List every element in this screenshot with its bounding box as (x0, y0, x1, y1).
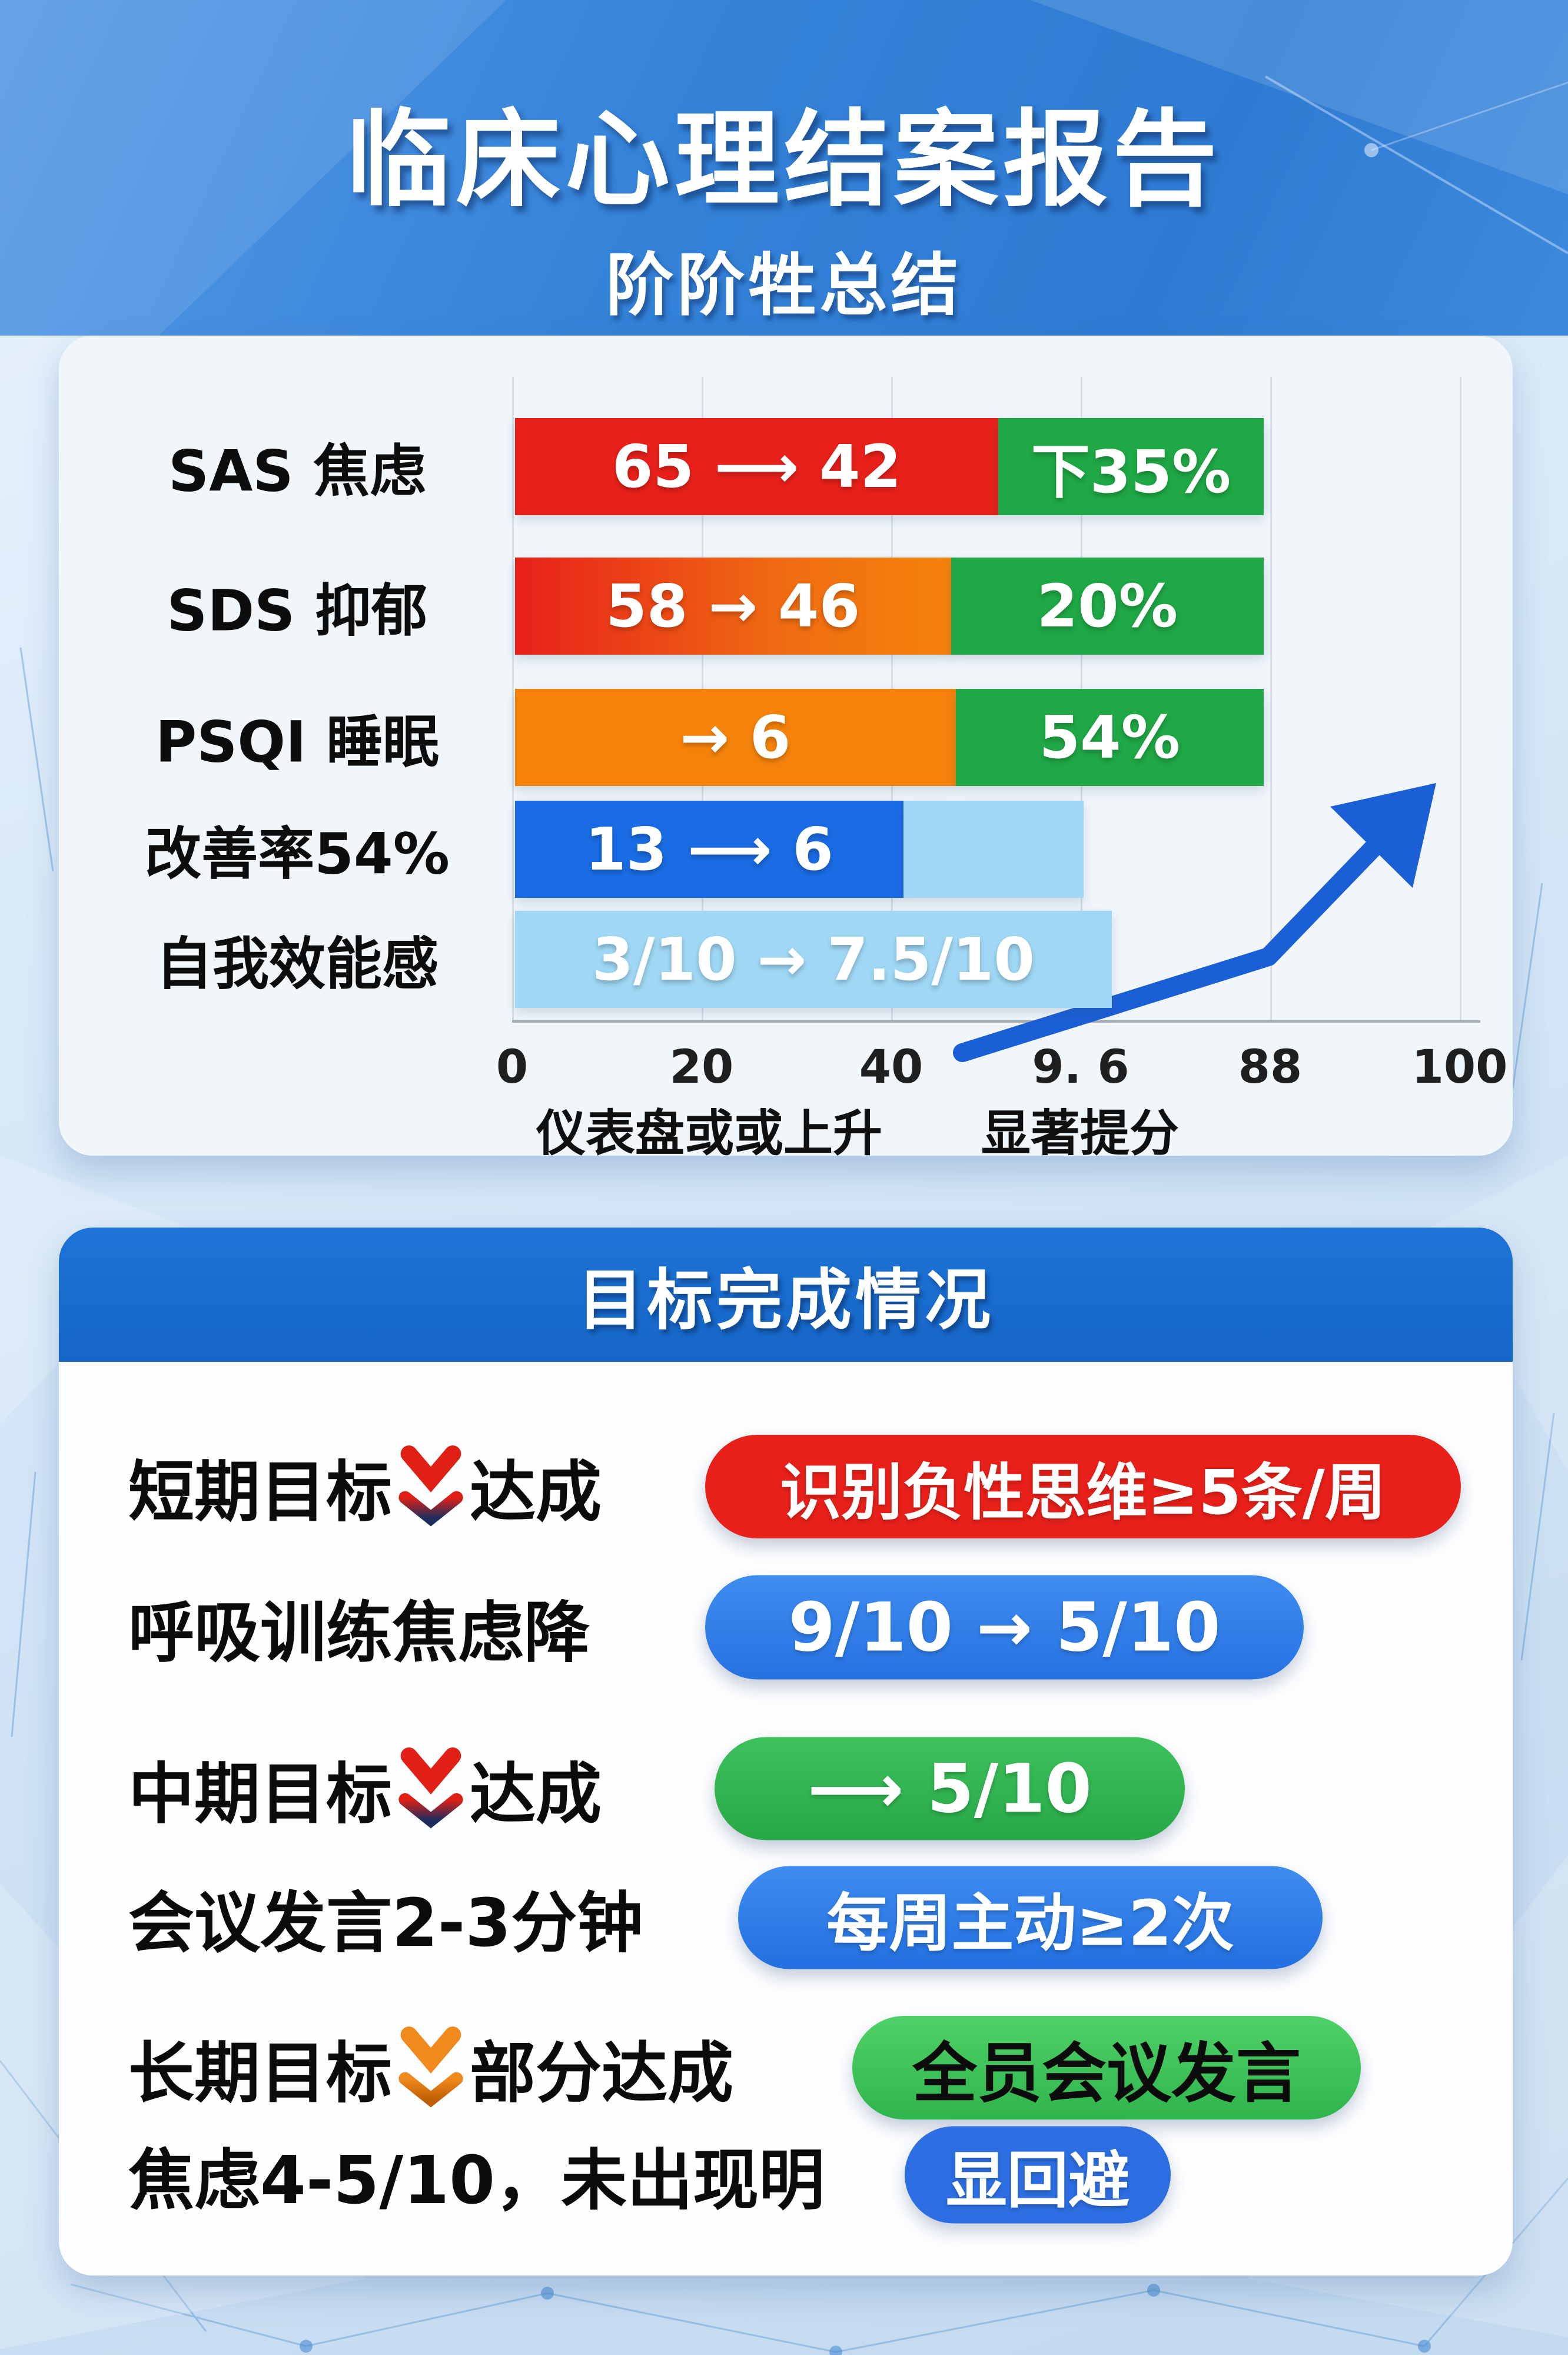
gridline (1460, 377, 1461, 1021)
bar-row-label: SAS 焦虑 (168, 438, 426, 505)
goal-label-text: 短期目标 (128, 1454, 392, 1531)
banner-facets (0, 0, 1568, 336)
score-chart-card: 仪表盘或或上升 显著提分 0 20 40 9. 6 88 100 SAS 焦虑 65 ⟶ 42… (59, 336, 1513, 1162)
bar-row-label: 自我效能感 (156, 931, 438, 997)
goal-label-text: 达成 (470, 1454, 602, 1531)
goal-section-title: 目标完成情况 (59, 1228, 1513, 1362)
x-tick-label: 40 (859, 1041, 923, 1094)
bar-segment: 54% (955, 689, 1264, 786)
bar-segment: 20% (951, 558, 1264, 655)
goal-pill: 9/10 → 5/10 (705, 1575, 1304, 1680)
goal-section-card: 目标完成情况 短期目标 达成 识别负性思维≥5条/周 呼吸训练焦虑降 9/10 … (59, 1228, 1513, 2276)
goal-pill: 全员会议发言 (852, 2016, 1361, 2120)
double-chevron-down-icon (398, 1747, 463, 1829)
bar-segment: 3/10 → 7.5/10 (515, 911, 1112, 1008)
goal-row-anxiety-note: 焦虑4-5/10，未出现明 显回避 (59, 2116, 1513, 2234)
goal-pill: 显回避 (905, 2126, 1171, 2224)
goal-label: 短期目标 达成 (128, 1439, 602, 1534)
double-chevron-down-icon (398, 2026, 463, 2108)
goal-label: 焦虑4-5/10，未出现明 (128, 2142, 825, 2219)
gridline (512, 377, 514, 1021)
bar-segment (903, 801, 1084, 898)
goal-label: 呼吸训练焦虑降 (128, 1595, 590, 1671)
goal-row-breathing: 呼吸训练焦虑降 9/10 → 5/10 (59, 1568, 1513, 1686)
gridline (1270, 377, 1272, 1021)
x-tick-label: 0 (496, 1041, 529, 1094)
bar-row-label: SDS 抑郁 (167, 578, 428, 644)
page-subtitle: 阶阶牲总结 (606, 246, 962, 325)
goal-row-meeting-speech: 会议发言2-3分钟 每周主动≥2次 (59, 1859, 1513, 1976)
axis-caption-right: 显著提分 (981, 1104, 1180, 1162)
bar-segment: → 6 (515, 689, 956, 786)
axis-caption-left: 仪表盘或或上升 (536, 1104, 883, 1162)
double-chevron-down-icon (398, 1445, 463, 1527)
x-tick-label: 88 (1238, 1041, 1303, 1094)
goal-row-long-term: 长期目标 部分达成 全员会议发言 (59, 2009, 1513, 2127)
x-tick-label: 100 (1411, 1041, 1508, 1094)
bar-segment: 13 ⟶ 6 (515, 801, 904, 898)
goal-pill: 识别负性思维≥5条/周 (705, 1435, 1461, 1538)
bar-segment: 65 ⟶ 42 (515, 418, 999, 515)
page-title: 临床心理结案报告 (346, 99, 1222, 221)
goal-row-short-term: 短期目标 达成 识别负性思维≥5条/周 (59, 1428, 1513, 1545)
bar-row-label: PSQI 睡眠 (155, 709, 440, 775)
goal-label: 会议发言2-3分钟 (128, 1885, 643, 1962)
goal-label-text: 部分达成 (470, 2035, 733, 2112)
bar-segment: 58 → 46 (515, 558, 951, 655)
goal-label: 中期目标 达成 (128, 1741, 602, 1836)
goal-row-mid-term: 中期目标 达成 ⟶ 5/10 (59, 1730, 1513, 1847)
bar-segment: 下35% (998, 418, 1264, 515)
goal-label: 长期目标 部分达成 (128, 2020, 733, 2115)
goal-pill: 每周主动≥2次 (738, 1866, 1323, 1969)
goal-label-text: 中期目标 (128, 1756, 392, 1833)
goal-label-text: 达成 (470, 1756, 602, 1833)
x-axis-line (512, 1020, 1480, 1023)
goal-label-text: 长期目标 (128, 2035, 392, 2112)
x-tick-label: 9. 6 (1032, 1041, 1130, 1094)
goal-pill: ⟶ 5/10 (715, 1737, 1185, 1840)
x-tick-label: 20 (669, 1041, 734, 1094)
bar-chart: 仪表盘或或上升 显著提分 0 20 40 9. 6 88 100 SAS 焦虑 65 ⟶ 42… (59, 336, 1513, 1162)
bar-row-label: 改善率54% (145, 821, 450, 887)
title-banner (0, 0, 1568, 336)
